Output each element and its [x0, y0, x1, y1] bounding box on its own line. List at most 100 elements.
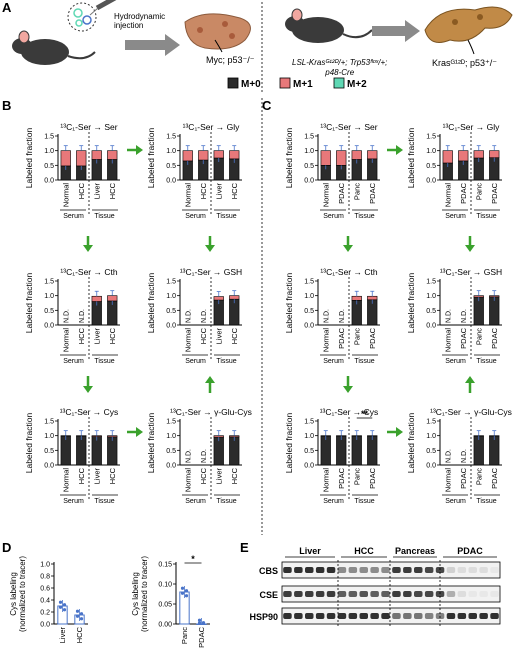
- bar-m0: [473, 435, 484, 466]
- wb-group-label: Liver: [299, 546, 321, 556]
- tissue-label: Tissue: [354, 358, 374, 365]
- y-tick-label: 0.5: [44, 308, 54, 315]
- bar-m0: [60, 435, 71, 466]
- wb-band: [337, 613, 347, 619]
- chart-B-gly: ¹³C₁-Ser → Gly Labeled fraction 0.0 0.5 1.0 1…: [146, 122, 242, 220]
- bar-m1: [213, 296, 224, 301]
- y-axis-label: Labeled fraction: [406, 127, 416, 188]
- y-tick-label: 1.0: [426, 433, 436, 440]
- bar-m1: [320, 150, 331, 166]
- chart-title: ¹³C₁-Ser → Gly: [443, 122, 500, 132]
- bar-m0: [91, 436, 102, 466]
- y-tick-label: 1.5: [304, 279, 314, 286]
- x-tick-label: Panc: [474, 468, 483, 485]
- y-tick-label: 1.0: [44, 148, 54, 155]
- wb-band: [479, 591, 488, 597]
- legend-swatch: [227, 77, 239, 89]
- wb-band: [359, 591, 368, 597]
- chart-C-gly: ¹³C₁-Ser → Gly Labeled fraction 0.0 0.5 1.0 1…: [406, 122, 502, 220]
- tissue-label: Tissue: [94, 358, 114, 365]
- x-tick-label: Normal: [443, 328, 452, 353]
- pancreas-icon: [424, 6, 513, 55]
- x-tick-label: HCC: [230, 182, 239, 199]
- not-detected-label: N.D.: [201, 309, 208, 323]
- pathway-arrow-head: [136, 427, 143, 437]
- tissue-label: Tissue: [216, 213, 236, 220]
- legend-swatch: [279, 77, 291, 89]
- panel-label-e: E: [240, 540, 249, 555]
- bar-m1: [107, 150, 118, 160]
- pathway-arrow-head: [136, 145, 143, 155]
- mouse-right-icon: [285, 8, 373, 43]
- wb-band: [424, 613, 434, 619]
- d-data-point: [62, 608, 67, 612]
- wb-row-label: CSE: [259, 590, 278, 600]
- wb-band: [457, 591, 467, 597]
- wb-band: [283, 613, 292, 619]
- serum-label: Serum: [63, 213, 84, 220]
- x-tick-label: PDAC: [337, 467, 346, 488]
- bar-m1: [91, 150, 102, 160]
- x-tick-label: Liver: [214, 468, 223, 485]
- y-tick-label: 1.0: [304, 433, 314, 440]
- d-y-tick-label: 0.15: [158, 562, 172, 569]
- legend-swatch: [333, 77, 345, 89]
- serum-label: Serum: [323, 358, 344, 365]
- serum-label: Serum: [63, 498, 84, 505]
- y-tick-label: 1.0: [304, 148, 314, 155]
- wb-band: [468, 591, 477, 597]
- d-data-point: [58, 600, 63, 604]
- tissue-label: Tissue: [94, 498, 114, 505]
- wb-band: [468, 567, 477, 573]
- chart-B-cys: ¹³C₁-Ser → Cys Labeled fraction 0.0 0.5 1.0 1…: [24, 407, 120, 505]
- not-detected-label: N.D.: [323, 309, 330, 323]
- y-tick-label: 1.0: [44, 293, 54, 300]
- x-tick-label: Liver: [214, 328, 223, 345]
- tissue-label: Tissue: [476, 498, 496, 505]
- y-tick-label: 1.0: [166, 293, 176, 300]
- d-y-tick-label: 0.4: [40, 598, 50, 605]
- wb-band: [414, 567, 423, 573]
- bar-m0: [76, 435, 87, 466]
- wb-band: [403, 591, 412, 597]
- x-tick-label: HCC: [108, 467, 117, 484]
- chart-C-ggc: ¹³C₁-Ser → γ-Glu-Cys Labeled fraction 0.0 0…: [406, 407, 512, 505]
- bar-m0: [489, 296, 500, 326]
- chart-B-ser: ¹³C₁-Ser → Ser Labeled fraction 0.0 0.5 1.0 1…: [24, 122, 120, 220]
- serum-label: Serum: [185, 498, 206, 505]
- y-tick-label: 0.5: [426, 448, 436, 455]
- bar-m1: [351, 150, 362, 160]
- y-tick-label: 1.0: [304, 293, 314, 300]
- pathway-arrow-head: [465, 376, 475, 383]
- y-tick-label: 1.5: [166, 134, 176, 141]
- x-tick-label: Panc: [352, 183, 361, 200]
- x-tick-label: Liver: [92, 328, 101, 345]
- d-data-point: [79, 617, 84, 621]
- panel-label-c: C: [262, 98, 272, 113]
- x-tick-label: HCC: [77, 182, 86, 199]
- d-y-tick-label: 0.6: [40, 586, 50, 593]
- wb-band: [348, 567, 358, 573]
- y-tick-label: 1.5: [426, 134, 436, 141]
- bar-m1: [91, 435, 102, 437]
- pathway-arrow-head: [83, 245, 93, 252]
- x-tick-label: Normal: [61, 183, 70, 208]
- schematic-a: [12, 0, 513, 92]
- y-tick-label: 1.5: [304, 419, 314, 426]
- left-model-label: Myc; p53⁻/⁻: [206, 55, 255, 65]
- chart-title: ¹³C₁-Ser → GSH: [180, 267, 242, 277]
- serum-label: Serum: [323, 498, 344, 505]
- bar-m1: [76, 150, 87, 167]
- y-tick-label: 1.0: [166, 148, 176, 155]
- wb-band: [392, 591, 401, 597]
- y-axis-label: Labeled fraction: [24, 127, 34, 188]
- x-tick-label: HCC: [199, 467, 208, 484]
- y-tick-label: 1.5: [426, 419, 436, 426]
- pathway-arrow-head: [465, 245, 475, 252]
- y-tick-label: 0.5: [44, 448, 54, 455]
- d-y-tick-label: 0.10: [158, 582, 172, 589]
- x-tick-label: Normal: [321, 468, 330, 493]
- bar-m1: [473, 150, 484, 159]
- x-tick-label: Panc: [474, 328, 483, 345]
- wb-band: [468, 613, 477, 619]
